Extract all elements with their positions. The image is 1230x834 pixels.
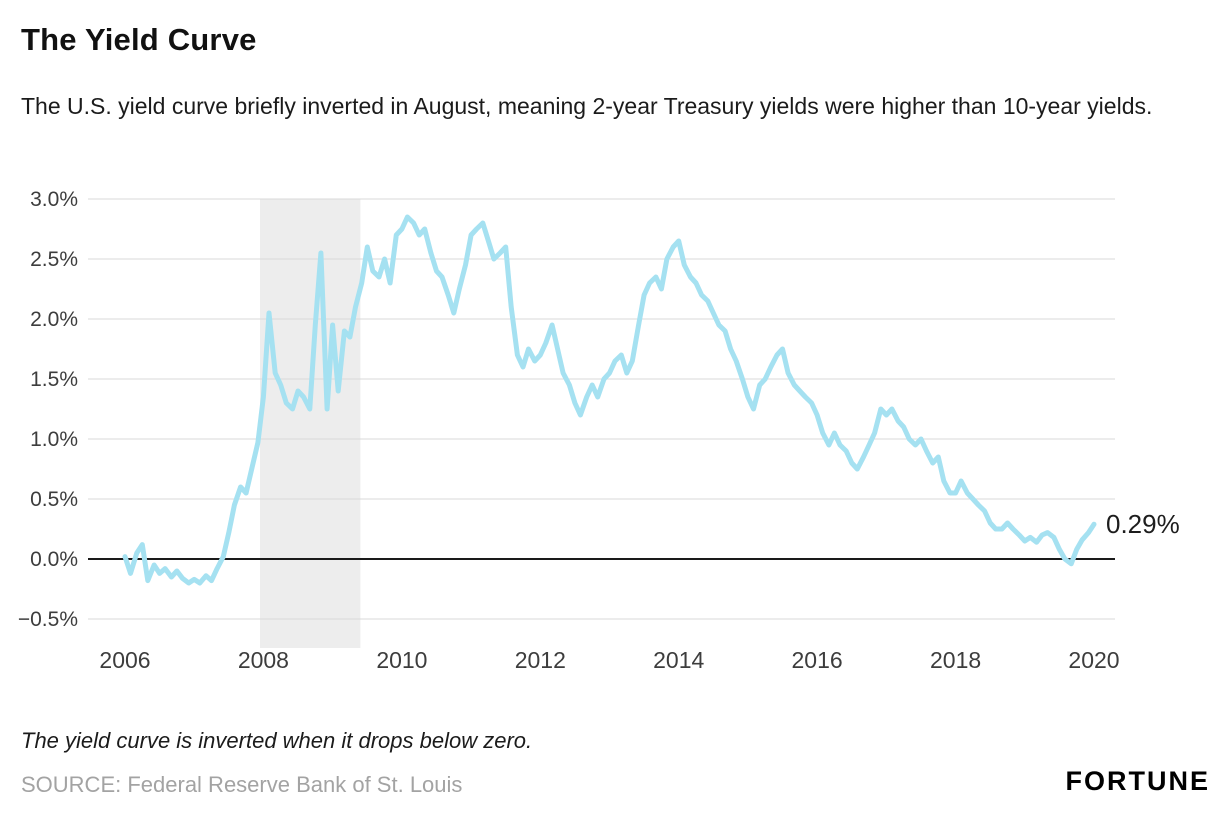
y-axis-tick-label: 1.5% [30,368,78,391]
y-axis-tick-label: 0.5% [30,488,78,511]
x-axis-tick-label: 2018 [930,647,981,673]
source-line: SOURCE: Federal Reserve Bank of St. Loui… [21,772,463,797]
y-axis-tick-label: 2.5% [30,248,78,271]
footnote: The yield curve is inverted when it drop… [21,728,533,753]
y-axis-tick-label: 2.0% [30,308,78,331]
x-axis-tick-label: 2008 [238,647,289,673]
fortune-logo: FORTUNE [1065,766,1210,796]
x-axis-tick-label: 2006 [99,647,150,673]
x-axis-tick-label: 2014 [653,647,704,673]
chart-subtitle: The U.S. yield curve briefly inverted in… [21,93,1153,119]
series-line [122,214,1097,586]
y-axis-tick-label: 3.0% [30,188,78,211]
y-axis-tick-label: 1.0% [30,428,78,451]
y-axis-tick-label: 0.0% [30,548,78,571]
x-axis-tick-label: 2016 [792,647,843,673]
chart-title: The Yield Curve [21,22,257,57]
y-axis-tick-label: −0.5% [18,608,78,631]
end-value-label: 0.29% [1106,509,1180,539]
x-axis-tick-label: 2012 [515,647,566,673]
recession-band [260,199,361,648]
x-axis-tick-label: 2010 [376,647,427,673]
x-axis-tick-label: 2020 [1068,647,1119,673]
